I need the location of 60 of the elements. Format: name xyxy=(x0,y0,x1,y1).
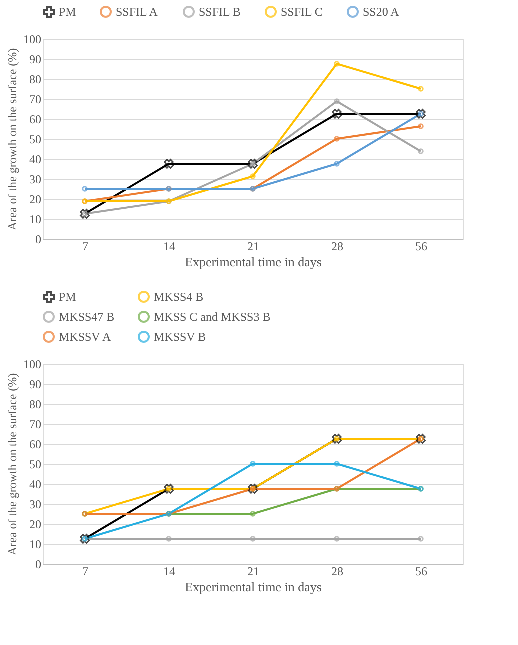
point xyxy=(164,159,174,169)
x-tick-label: 56 xyxy=(416,240,428,254)
legend-label: PM xyxy=(59,290,77,304)
legend-label: MKSS4 B xyxy=(154,290,204,304)
y-tick-label: 20 xyxy=(30,518,42,532)
point xyxy=(250,511,256,517)
x-tick-label: 7 xyxy=(82,564,88,578)
point xyxy=(250,536,256,542)
legend-label: MKSSV B xyxy=(154,330,206,344)
legend-label: SS20 A xyxy=(363,5,400,19)
x-tick-label: 7 xyxy=(82,240,88,254)
x-axis-title: Experimental time in days xyxy=(185,580,322,594)
point xyxy=(166,536,172,542)
y-tick-label: 80 xyxy=(30,398,42,412)
y-tick-label: 10 xyxy=(30,212,42,226)
y-tick-label: 30 xyxy=(30,172,42,186)
legend-label: SSFIL C xyxy=(281,5,323,19)
x-tick-label: 28 xyxy=(332,240,344,254)
y-tick-label: 90 xyxy=(30,378,42,392)
legend-label: SSFIL A xyxy=(116,5,158,19)
y-tick-label: 40 xyxy=(30,478,42,492)
legend-label: PM xyxy=(59,5,77,19)
y-tick-label: 20 xyxy=(30,192,42,206)
point xyxy=(334,61,340,67)
legend-label: MKSS C and MKSS3 B xyxy=(154,310,271,324)
x-tick-label: 21 xyxy=(248,564,260,578)
y-tick-label: 10 xyxy=(30,538,42,552)
point xyxy=(334,536,340,542)
y-tick-label: 60 xyxy=(30,438,42,452)
point xyxy=(334,161,340,167)
y-tick-label: 90 xyxy=(30,52,42,66)
y-tick-label: 50 xyxy=(30,132,42,146)
x-tick-label: 14 xyxy=(164,240,176,254)
x-tick-label: 28 xyxy=(332,564,344,578)
x-tick-label: 14 xyxy=(164,564,176,578)
y-axis-title: Area of the growth on the surface (%) xyxy=(6,373,20,556)
y-axis-title: Area of the growth on the surface (%) xyxy=(6,48,20,231)
x-axis-title: Experimental time in days xyxy=(185,254,322,270)
point xyxy=(250,461,256,467)
legend-label: SSFIL B xyxy=(199,5,241,19)
y-tick-label: 70 xyxy=(30,92,42,106)
y-tick-label: 60 xyxy=(30,112,42,126)
point xyxy=(250,174,256,180)
point xyxy=(332,109,342,119)
x-tick-label: 56 xyxy=(416,564,428,578)
legend-label: MKSSV A xyxy=(59,330,112,344)
y-tick-label: 100 xyxy=(24,32,42,46)
y-tick-label: 100 xyxy=(24,358,42,372)
y-tick-label: 70 xyxy=(30,418,42,432)
y-tick-label: 30 xyxy=(30,498,42,512)
y-tick-label: 0 xyxy=(36,232,42,246)
point xyxy=(334,136,340,142)
y-tick-label: 50 xyxy=(30,458,42,472)
y-tick-label: 40 xyxy=(30,152,42,166)
legend-label: MKSS47 B xyxy=(59,310,115,324)
point xyxy=(334,461,340,467)
y-tick-label: 80 xyxy=(30,72,42,86)
point xyxy=(334,98,340,104)
y-tick-label: 0 xyxy=(36,558,42,572)
x-tick-label: 21 xyxy=(248,240,260,254)
